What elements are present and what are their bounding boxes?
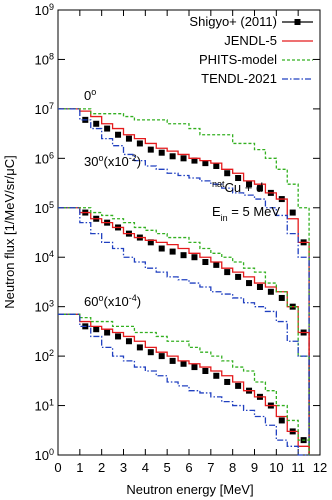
legend-label: Shigyo+ (2011) [189,14,277,29]
data-point [104,329,111,336]
step-line [58,313,310,455]
x-tick-label: 0 [54,460,61,475]
data-point [289,209,296,216]
data-point [169,357,176,364]
step-line [58,108,310,455]
x-tick-label: 10 [269,460,283,475]
data-point [191,364,198,371]
annotation: 30o(x10-2) [84,153,141,169]
annotation: Ein = 5 MeV [212,204,280,223]
data-point [93,326,100,333]
annotation: natCu + d [212,179,263,195]
x-tick-label: 2 [98,460,105,475]
data-point [115,131,122,138]
x-axis-label: Neutron energy [MeV] [126,482,253,497]
data-point [224,170,231,177]
x-tick-label: 1 [76,460,83,475]
y-tick-label: 102 [35,348,54,364]
x-tick-label: 6 [185,460,192,475]
step-line [58,108,310,455]
step-line [58,207,310,455]
annotation: 60o(x10-4) [84,293,141,309]
x-tick-label: 4 [142,460,149,475]
x-tick-label: 8 [229,460,236,475]
data-point [180,360,187,367]
legend-marker [294,19,301,25]
legend-label: PHITS-model [199,52,277,67]
data-point [136,344,143,351]
data-point [147,349,154,356]
data-point [256,283,263,290]
y-tick-label: 108 [35,51,54,67]
x-tick-label: 12 [313,460,327,475]
y-tick-label: 107 [35,101,54,117]
data-point [191,254,198,261]
data-point [213,372,220,379]
y-tick-label: 106 [35,150,54,166]
y-tick-label: 109 [35,2,54,18]
data-point [235,382,242,389]
step-line [58,313,310,455]
x-tick-label: 7 [207,460,214,475]
y-tick-label: 105 [35,200,54,216]
annotation: 0o [84,87,96,103]
step-line [58,108,310,455]
y-tick-label: 100 [35,447,54,463]
data-point [158,149,165,156]
data-point [104,125,111,132]
x-tick-label: 5 [164,460,171,475]
data-point [147,146,154,153]
data-point [125,338,132,345]
x-tick-label: 11 [291,460,305,475]
data-point [169,153,176,160]
data-point [125,135,132,142]
data-point [267,288,274,295]
data-point [202,367,209,374]
data-point [169,248,176,255]
data-point [191,157,198,164]
data-point [202,160,209,167]
data-point [202,259,209,266]
data-point [180,252,187,259]
y-tick-label: 103 [35,299,54,315]
y-tick-label: 101 [35,398,54,414]
data-point [136,140,143,147]
data-point [213,162,220,169]
data-point [246,280,253,287]
y-axis-label: Neutron flux [1/MeV/sr/μC] [2,155,17,308]
data-point [115,333,122,340]
data-point [235,175,242,182]
x-tick-label: 9 [251,460,258,475]
data-point [246,181,253,188]
data-point [256,185,263,192]
data-point [224,269,231,276]
x-tick-label: 3 [120,460,127,475]
data-point [235,273,242,280]
step-line [58,313,310,456]
step-line [58,207,310,455]
data-point [147,239,154,246]
data-point [158,245,165,252]
data-point [213,261,220,268]
data-point [93,120,100,127]
y-tick-label: 104 [35,249,54,265]
data-point [158,353,165,360]
data-point [180,155,187,162]
legend-label: JENDL-5 [224,33,277,48]
legend-label: TENDL-2021 [201,71,277,86]
step-line [58,207,310,455]
data-point [224,378,231,385]
data-point [278,417,285,424]
data-point [278,294,285,301]
